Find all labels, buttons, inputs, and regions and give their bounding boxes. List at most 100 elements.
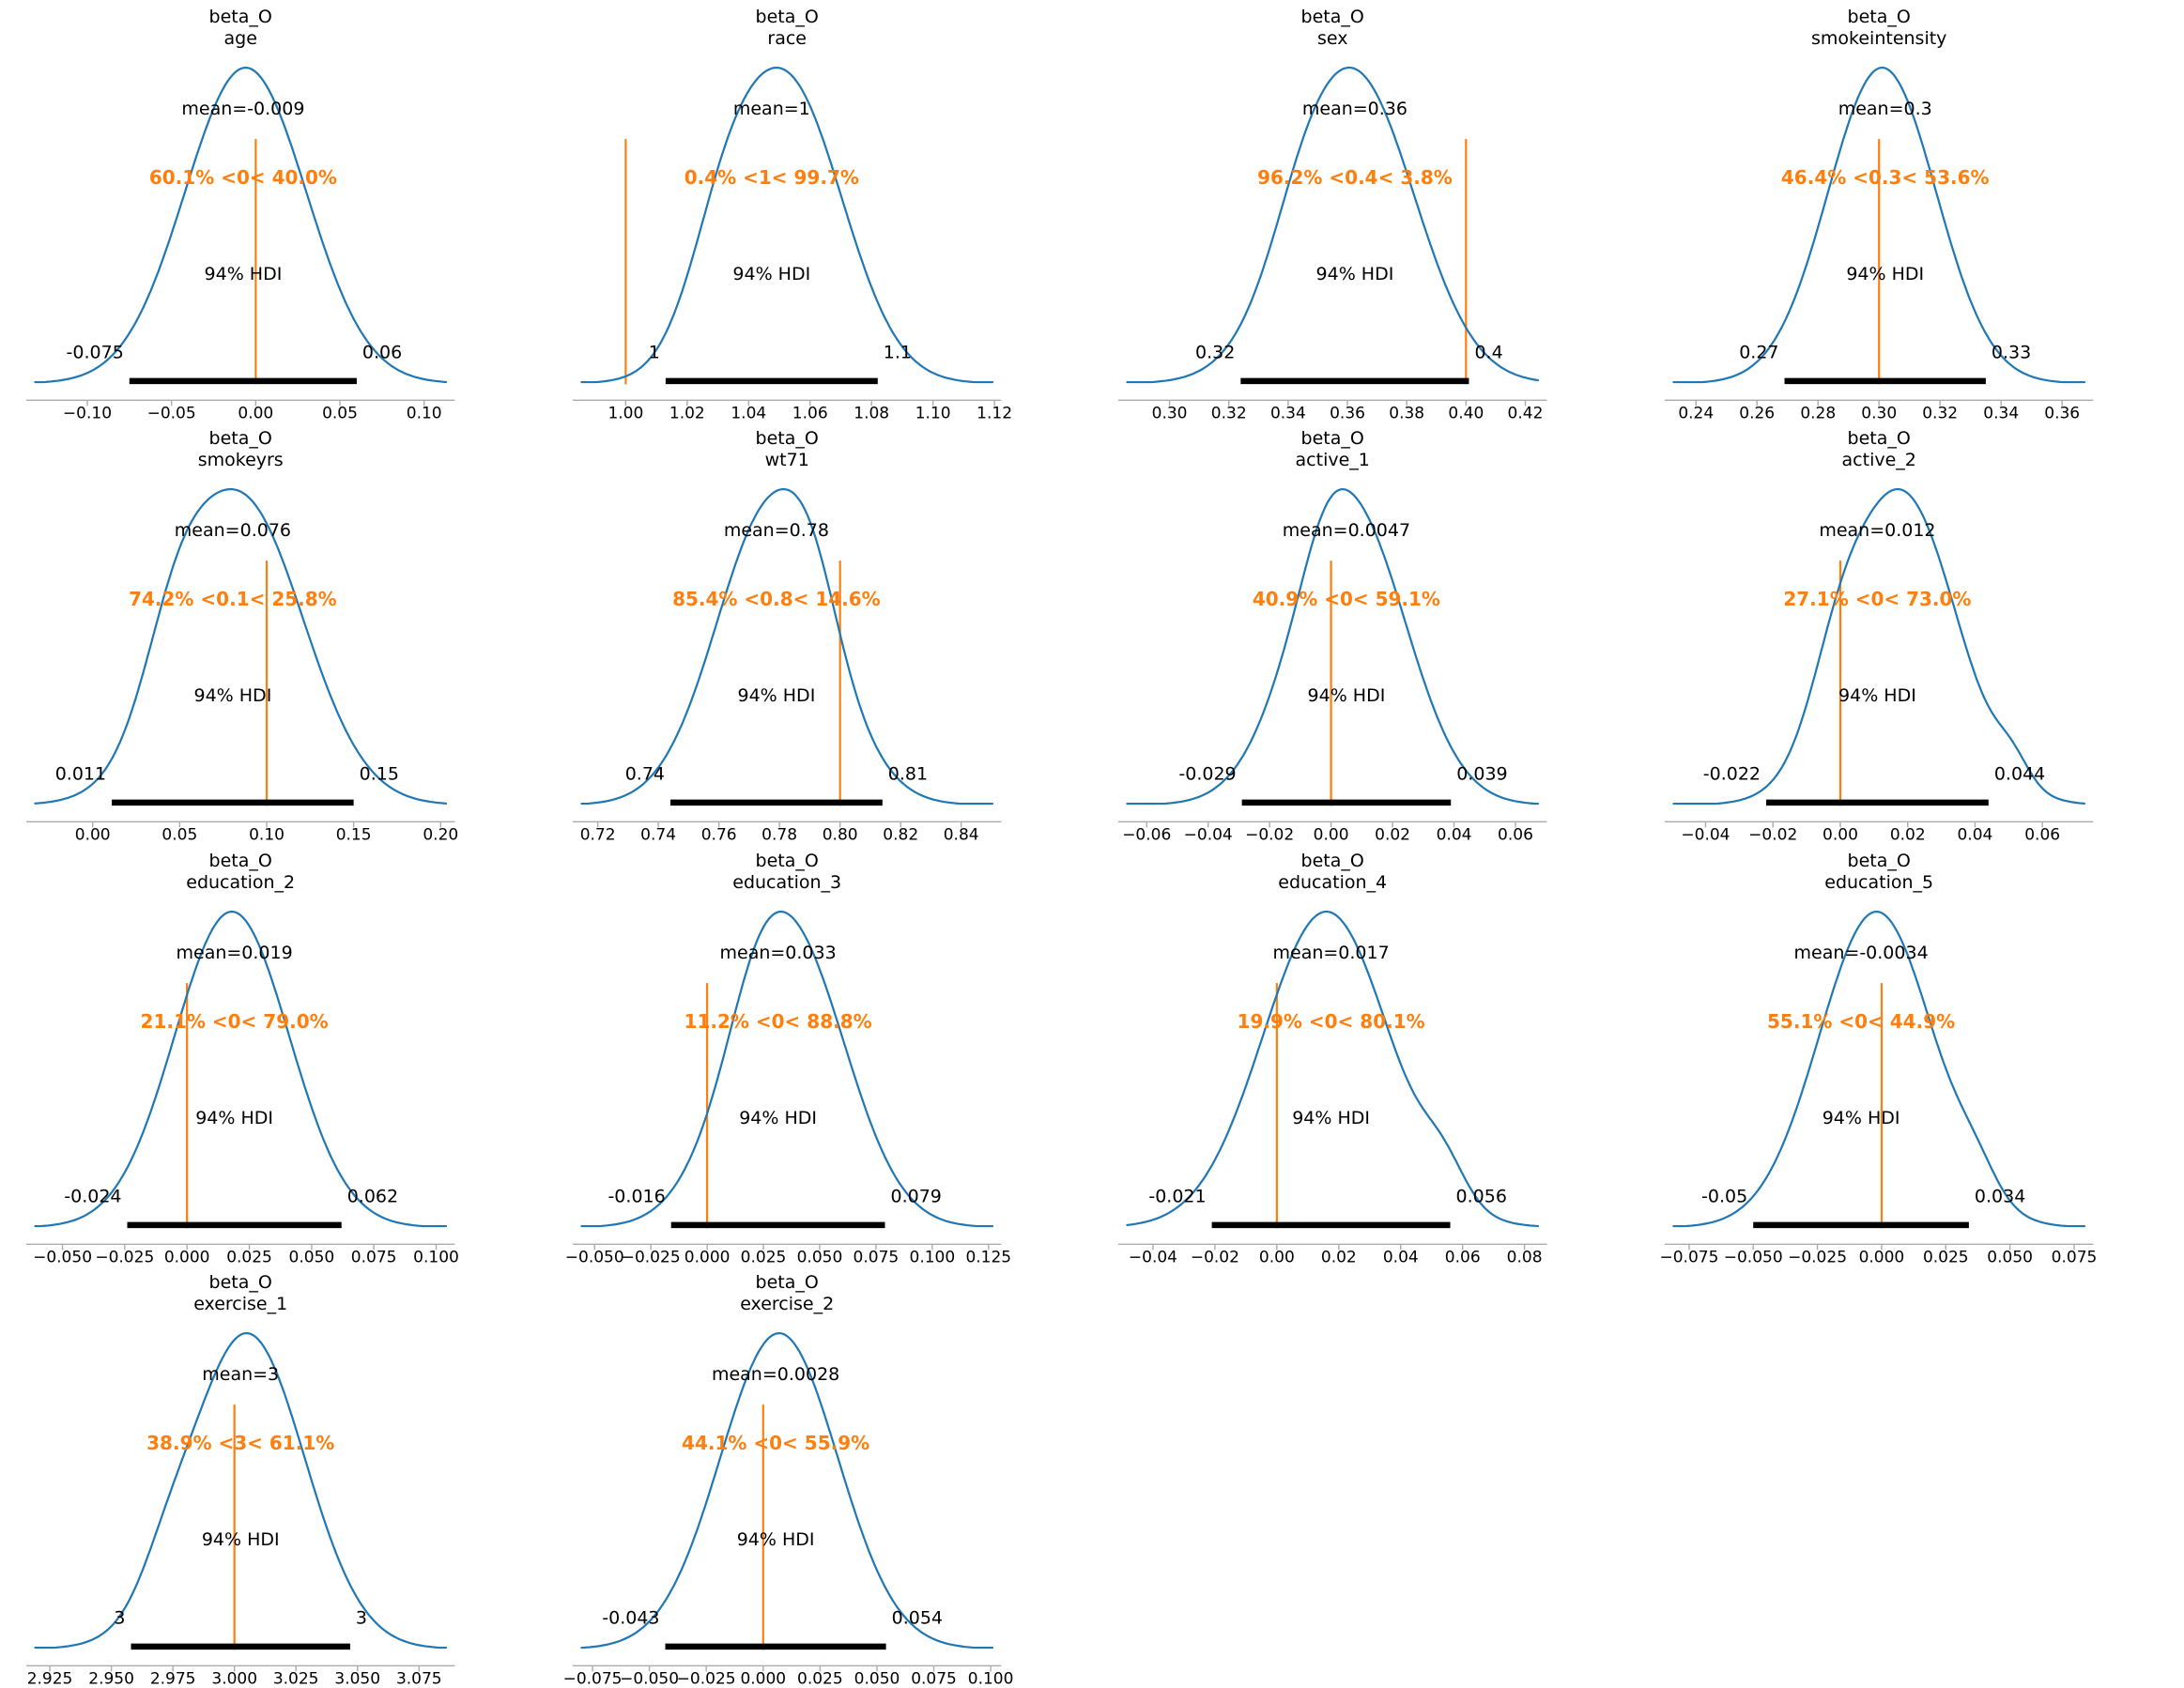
x-tick-label: 3.025 (273, 1669, 319, 1688)
hdi-lower-label: -0.016 (608, 1186, 665, 1206)
hdi-upper-label: 0.034 (1974, 1186, 2024, 1206)
x-tick-label: 0.04 (1437, 826, 1472, 845)
x-tick-label: −0.050 (620, 1669, 679, 1688)
x-tick-label: 0.100 (967, 1669, 1013, 1688)
hdi-upper-label: 0.054 (891, 1607, 942, 1628)
x-tick-label: 0.050 (796, 1248, 842, 1266)
hdi-lower-label: -0.021 (1148, 1186, 1206, 1206)
plot-title-line2: education_5 (1824, 872, 1933, 893)
x-tick-label: 0.000 (1858, 1248, 1904, 1266)
plot-title-line1: beta_O (1301, 428, 1364, 449)
x-tick-label: 3.000 (211, 1669, 257, 1688)
x-tick-label: −0.025 (676, 1669, 735, 1688)
x-tick-label: −0.02 (1245, 826, 1294, 845)
plot-title-line1: beta_O (1301, 851, 1364, 871)
x-tick-label: 0.76 (700, 826, 736, 845)
x-tick-label: 0.15 (336, 826, 372, 845)
mean-label: mean=3 (202, 1364, 279, 1385)
x-tick-label: −0.025 (95, 1248, 154, 1266)
plot-title-line2: age (224, 28, 257, 49)
x-tick-label: 1.12 (977, 404, 1012, 422)
x-tick-label: 0.36 (2044, 404, 2080, 422)
plot-title-line2: active_1 (1296, 450, 1370, 470)
plot-title-line2: exercise_2 (740, 1294, 834, 1314)
x-tick-label: 0.00 (1823, 826, 1858, 845)
x-tick-label: −0.10 (63, 404, 112, 422)
x-tick-label: 0.30 (1861, 404, 1897, 422)
x-tick-label: 1.06 (792, 404, 827, 422)
plot-title-line1: beta_O (1847, 851, 1910, 871)
x-tick-label: 0.050 (289, 1248, 335, 1266)
x-tick-label: 0.26 (1739, 404, 1775, 422)
hdi-label: 94% HDI (1316, 264, 1394, 284)
hdi-label: 94% HDI (194, 686, 272, 707)
x-tick-label: 0.00 (1259, 1248, 1295, 1266)
x-tick-label: 0.82 (883, 826, 918, 845)
x-tick-label: 0.72 (579, 826, 615, 845)
plot-title-line2: active_2 (1841, 450, 1915, 470)
plot-title-line2: smokeintensity (1811, 28, 1946, 49)
rope-probability-label: 46.4% <0.3< 53.6% (1780, 166, 1989, 189)
x-tick-label: 0.04 (1383, 1248, 1419, 1266)
mean-label: mean=-0.0034 (1793, 943, 1928, 963)
x-tick-label: 0.40 (1448, 404, 1484, 422)
x-tick-label: −0.075 (1659, 1248, 1718, 1266)
hdi-upper-label: 1.1 (883, 342, 911, 362)
x-tick-label: 0.050 (854, 1669, 900, 1688)
x-tick-label: 0.000 (740, 1669, 786, 1688)
plot-title-line2: education_4 (1278, 872, 1387, 893)
x-tick-label: 0.100 (909, 1248, 955, 1266)
x-tick-label: −0.050 (1723, 1248, 1782, 1266)
plot-title-line1: beta_O (755, 851, 818, 871)
x-tick-label: −0.025 (621, 1248, 680, 1266)
x-tick-label: 0.05 (161, 826, 197, 845)
hdi-label: 94% HDI (195, 1108, 273, 1128)
mean-label: mean=0.0047 (1283, 520, 1410, 541)
x-tick-label: 0.050 (1987, 1248, 2033, 1266)
x-tick-label: 0.05 (322, 404, 358, 422)
hdi-label: 94% HDI (202, 1529, 280, 1550)
rope-probability-label: 55.1% <0< 44.9% (1767, 1010, 1955, 1033)
x-tick-label: −0.04 (1184, 826, 1233, 845)
hdi-lower-label: -0.043 (602, 1607, 659, 1628)
hdi-lower-label: 1 (648, 342, 659, 362)
x-tick-label: −0.02 (1748, 826, 1797, 845)
rope-probability-label: 40.9% <0< 59.1% (1253, 589, 1440, 611)
x-tick-label: 0.10 (407, 404, 442, 422)
x-tick-label: −0.02 (1191, 1248, 1239, 1266)
x-tick-label: 3.050 (334, 1669, 380, 1688)
x-tick-label: 0.10 (249, 826, 285, 845)
x-tick-label: 0.06 (1445, 1248, 1481, 1266)
plot-title-line2: sex (1317, 28, 1348, 49)
x-tick-label: 2.975 (150, 1669, 196, 1688)
empty-cell (1638, 1266, 2184, 1687)
hdi-label: 94% HDI (1292, 1108, 1370, 1128)
x-tick-label: 0.74 (640, 826, 676, 845)
hdi-lower-label: 0.011 (55, 764, 106, 785)
rope-probability-label: 74.2% <0.1< 25.8% (129, 589, 337, 611)
hdi-lower-label: 0.32 (1195, 342, 1235, 362)
x-tick-label: −0.06 (1122, 826, 1171, 845)
hdi-lower-label: -0.075 (67, 342, 124, 362)
mean-label: mean=0.017 (1273, 943, 1390, 963)
